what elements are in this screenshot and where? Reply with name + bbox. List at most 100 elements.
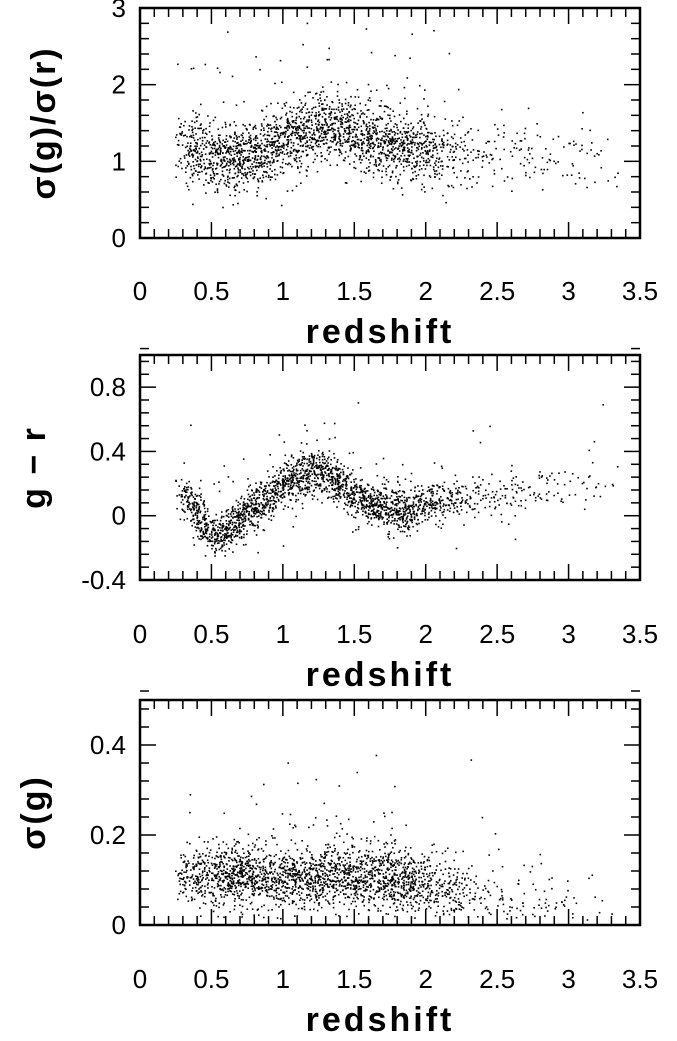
data-point bbox=[378, 138, 380, 140]
data-point bbox=[428, 517, 430, 519]
y-tick-label: 1 bbox=[112, 146, 126, 176]
data-point bbox=[327, 150, 329, 152]
data-point bbox=[265, 138, 267, 140]
data-point bbox=[243, 537, 245, 539]
data-point bbox=[461, 501, 463, 503]
data-point bbox=[297, 129, 299, 131]
data-point bbox=[256, 170, 258, 172]
data-point bbox=[400, 139, 402, 141]
data-point bbox=[428, 486, 430, 488]
data-point bbox=[222, 534, 224, 536]
data-point bbox=[442, 195, 444, 197]
data-point bbox=[235, 522, 237, 524]
data-point bbox=[244, 168, 246, 170]
data-point bbox=[327, 497, 329, 499]
data-point bbox=[453, 503, 455, 505]
data-point bbox=[351, 493, 353, 495]
data-point bbox=[190, 425, 192, 427]
data-point bbox=[400, 500, 402, 502]
data-point bbox=[214, 543, 216, 545]
data-point bbox=[381, 171, 383, 173]
data-point bbox=[320, 91, 322, 93]
data-point bbox=[375, 159, 377, 161]
data-point bbox=[195, 514, 197, 516]
data-point bbox=[397, 133, 399, 135]
x-tick-label: 0 bbox=[133, 276, 147, 306]
data-point bbox=[523, 165, 525, 167]
data-point bbox=[416, 150, 418, 152]
data-point bbox=[228, 536, 230, 538]
data-point bbox=[368, 99, 370, 101]
data-point bbox=[321, 473, 323, 475]
data-point bbox=[284, 127, 286, 129]
data-point bbox=[421, 126, 423, 128]
data-point bbox=[220, 165, 222, 167]
data-point bbox=[204, 520, 206, 522]
data-point bbox=[299, 111, 301, 113]
data-point bbox=[273, 144, 275, 146]
data-point bbox=[515, 476, 517, 478]
data-point bbox=[338, 501, 340, 503]
data-point bbox=[181, 494, 183, 496]
data-point bbox=[378, 142, 380, 144]
data-point bbox=[292, 190, 294, 192]
data-point bbox=[223, 175, 225, 177]
data-point bbox=[224, 555, 226, 557]
data-point bbox=[224, 141, 226, 143]
data-point bbox=[326, 491, 328, 493]
data-point bbox=[328, 59, 330, 61]
data-point bbox=[384, 503, 386, 505]
data-point bbox=[337, 459, 339, 461]
data-point bbox=[335, 497, 337, 499]
data-point bbox=[261, 123, 263, 125]
data-point bbox=[339, 134, 341, 136]
data-point bbox=[288, 480, 290, 482]
data-point bbox=[395, 503, 397, 505]
data-point bbox=[429, 141, 431, 143]
data-point bbox=[239, 503, 241, 505]
data-point bbox=[328, 113, 330, 115]
data-point bbox=[330, 472, 332, 474]
data-point bbox=[291, 456, 293, 458]
data-point bbox=[190, 509, 192, 511]
data-point bbox=[344, 139, 346, 141]
data-point bbox=[200, 145, 202, 147]
data-point bbox=[366, 139, 368, 141]
data-point bbox=[293, 469, 295, 471]
data-point bbox=[447, 140, 449, 142]
data-point bbox=[204, 145, 206, 147]
data-point bbox=[224, 180, 226, 182]
data-point bbox=[249, 136, 251, 138]
data-point bbox=[353, 167, 355, 169]
data-point bbox=[324, 868, 326, 870]
data-point bbox=[378, 513, 380, 515]
data-point bbox=[310, 137, 312, 139]
data-point bbox=[403, 127, 405, 129]
data-point bbox=[427, 138, 429, 140]
data-point bbox=[322, 462, 324, 464]
data-point bbox=[361, 479, 363, 481]
data-point bbox=[194, 150, 196, 152]
data-point bbox=[486, 155, 488, 157]
data-point bbox=[274, 503, 276, 505]
data-point bbox=[333, 133, 335, 135]
data-point bbox=[324, 119, 326, 121]
data-point bbox=[349, 145, 351, 147]
data-point bbox=[321, 502, 323, 504]
data-point bbox=[319, 488, 321, 490]
data-point bbox=[489, 162, 491, 164]
data-point bbox=[206, 142, 208, 144]
data-point bbox=[364, 499, 366, 501]
data-point bbox=[442, 514, 444, 516]
data-point bbox=[249, 124, 251, 126]
data-point bbox=[405, 513, 407, 515]
data-point bbox=[368, 159, 370, 161]
data-point bbox=[331, 471, 333, 473]
data-point bbox=[448, 488, 450, 490]
data-point bbox=[289, 122, 291, 124]
data-point bbox=[393, 537, 395, 539]
data-point bbox=[278, 499, 280, 501]
data-point bbox=[211, 534, 213, 536]
data-point bbox=[316, 475, 318, 477]
data-point bbox=[241, 536, 243, 538]
